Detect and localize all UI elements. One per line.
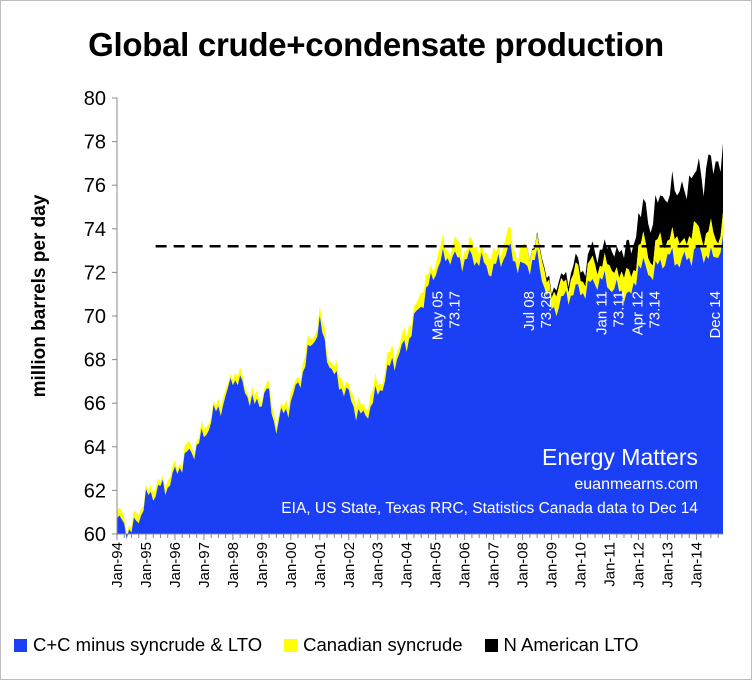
y-tick-label: 60 [84, 524, 106, 546]
legend-item-syncrude: Canadian syncrude [284, 634, 463, 656]
watermark-source: EIA, US State, Texas RRC, Statistics Can… [281, 500, 698, 517]
y-tick-label: 68 [84, 350, 106, 372]
legend-swatch-base [14, 638, 27, 652]
annotation-date: Dec 14 [707, 291, 724, 339]
area-syncrude [117, 212, 723, 540]
y-tick-label: 76 [84, 175, 106, 197]
chart-title: Global crude+condensate production [88, 26, 664, 63]
annotation-value: 73.17 [446, 291, 463, 329]
annotation-value: 74.28 [724, 291, 741, 329]
x-tick-label: Jan-95 [138, 542, 155, 588]
x-tick-label: Jan-99 [254, 542, 271, 588]
watermark-title: Energy Matters [542, 444, 698, 470]
x-tick-label: Jan-13 [660, 542, 677, 588]
y-tick-label: 78 [84, 132, 106, 154]
annotation-date: Apr 12 [630, 291, 647, 335]
x-tick-label: Jan-03 [370, 542, 387, 588]
chart-legend: C+C minus syncrude & LTO Canadian syncru… [14, 633, 661, 657]
x-tick-label: Jan-11 [602, 542, 619, 587]
area-base [117, 234, 723, 540]
x-tick-label: Jan-09 [544, 542, 561, 588]
legend-label-syncrude: Canadian syncrude [303, 634, 463, 655]
x-tick-label: Jan-01 [312, 542, 329, 588]
annotation-date: Jul 08 [521, 291, 538, 331]
legend-label-lto: N American LTO [503, 634, 639, 655]
y-tick-label: 80 [84, 88, 106, 110]
x-tick-label: Jan-02 [341, 542, 358, 588]
x-tick-label: Jan-05 [428, 542, 445, 588]
y-tick-label: 64 [84, 437, 106, 459]
x-tick-label: Jan-08 [515, 542, 532, 588]
x-tick-label: Jan-98 [225, 542, 242, 588]
x-tick-label: Jan-10 [573, 542, 590, 588]
y-tick-label: 74 [84, 219, 106, 241]
x-tick-label: Jan-00 [283, 542, 300, 588]
x-tick-label: Jan-12 [631, 542, 648, 588]
x-tick-label: Jan-97 [196, 542, 213, 588]
x-tick-label: Jan-04 [399, 542, 416, 588]
x-tick-label: Jan-07 [486, 542, 503, 588]
y-tick-label: 62 [84, 480, 106, 502]
legend-item-base: C+C minus syncrude & LTO [14, 634, 262, 656]
y-tick-label: 70 [84, 306, 106, 328]
annotation-value: 73.14 [647, 291, 664, 329]
annotation-value: 73.11 [611, 291, 628, 327]
legend-label-base: C+C minus syncrude & LTO [33, 634, 263, 655]
annotation-date: May 05 [429, 291, 446, 340]
x-tick-label: Jan-06 [457, 542, 474, 588]
legend-swatch-syncrude [284, 638, 298, 652]
y-tick-label: 72 [84, 262, 106, 284]
legend-swatch-lto [484, 638, 498, 652]
x-tick-label: Jan-96 [167, 542, 184, 588]
legend-item-lto: N American LTO [484, 634, 639, 656]
x-tick-label: Jan-94 [109, 542, 126, 588]
annotation-date: Jan 11 [594, 291, 611, 335]
annotation-value: 73.26 [538, 291, 555, 329]
watermark-site: euanmearns.com [574, 476, 698, 493]
x-tick-label: Jan-14 [688, 542, 705, 588]
y-tick-label: 66 [84, 393, 106, 415]
